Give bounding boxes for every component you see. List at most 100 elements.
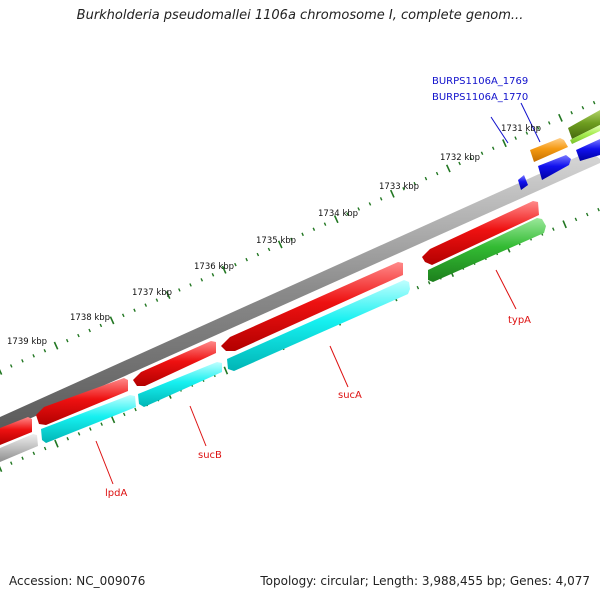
scale-outer-minor-tick [189,283,192,287]
callout-sucB [189,405,207,447]
callout-sucA [329,345,349,388]
scale-inner-minor-tick [43,446,47,451]
scale-label-1737: 1737 kbp [132,288,172,298]
scale-inner-minor-tick [574,217,578,222]
gene-burps1106a-1770-arrow [538,155,571,180]
scale-outer-major-tick [389,189,395,198]
gene-label-sucA: sucA [338,390,362,401]
scale-inner-minor-tick [134,407,137,412]
chromosome-backbone [0,151,600,432]
scale-outer-minor-tick [211,273,215,277]
scale-inner-major-tick [54,439,59,448]
scale-inner-minor-tick [416,285,420,290]
scale-ticks-outer [0,100,596,375]
scale-inner-minor-tick [32,451,36,456]
scale-inner-minor-tick [552,227,555,231]
scale-outer-minor-tick [21,359,24,363]
gene-typA-partner-arrow [428,218,546,282]
scale-inner-minor-tick [427,281,431,285]
scale-outer-minor-tick [413,181,417,186]
scale-outer-minor-tick [570,111,573,115]
scale-outer-minor-tick [267,247,271,252]
scale-outer-major-tick [445,164,451,173]
scale-inner-major-tick [110,415,116,424]
scale-label-1734: 1734 kbp [318,209,358,219]
scale-label-1732: 1732 kbp [440,153,480,163]
scale-outer-minor-tick [155,298,159,302]
scale-outer-minor-tick [234,262,237,267]
scale-outer-minor-tick [514,136,517,140]
scale-outer-minor-tick [402,187,405,191]
scale-outer-minor-tick [245,257,248,262]
topology-summary: Topology: circular; Length: 3,988,455 bp… [260,574,590,588]
callout-burps1106a-1770 [490,116,509,144]
gene-sucB-partner-arrow [138,362,222,407]
scale-outer-major-tick [277,240,283,249]
scale-label-1738: 1738 kbp [70,313,110,323]
scale-outer-major-tick [0,369,3,375]
scale-outer-major-tick [53,341,59,350]
scale-outer-minor-tick [77,333,80,338]
scale-outer-minor-tick [323,222,327,226]
gene-red-left-arrow [0,417,32,445]
scale-outer-minor-tick [256,252,260,257]
gene-label-burps1106a-1769: BURPS1106A_1769 [432,76,528,87]
gene-sucB-arrow [133,341,216,386]
callout-typA [495,269,517,310]
gene-label-lpdA: lpdA [105,488,127,499]
gene-burps1106a-1769-arrow [530,138,568,162]
callout-lpdA [95,440,114,485]
gene-label-burps1106a-1770: BURPS1106A_1770 [432,92,528,103]
gene-grey-left-arrow [0,434,38,462]
accession-label: Accession: NC_009076 [9,574,146,588]
scale-inner-major-tick [223,366,229,375]
gene-label-sucB: sucB [198,450,222,461]
gene-sucA-arrow [221,262,403,351]
scale-label-1735: 1735 kbp [256,236,296,246]
scale-outer-minor-tick [32,354,35,358]
scale-outer-minor-tick [133,308,136,312]
scale-inner-minor-tick [585,212,589,217]
scale-inner-minor-tick [66,437,70,441]
scale-label-1731: 1731 kbp [501,124,541,134]
scale-outer-minor-tick [424,176,428,181]
scale-outer-minor-tick [178,288,181,292]
scale-outer-minor-tick [301,232,304,237]
scale-outer-minor-tick [121,313,125,318]
callout-burps1106a-1769 [520,102,541,143]
scale-outer-minor-tick [144,303,148,307]
scale-outer-minor-tick [99,323,103,328]
scale-outer-minor-tick [368,202,372,206]
scale-outer-major-tick [333,215,339,224]
gene-typA-arrow [422,201,539,265]
gene-blue-edge-arrow [576,139,600,161]
scale-outer-major-tick [502,139,507,148]
scale-outer-minor-tick [312,227,316,231]
scale-inner-minor-tick [89,427,92,431]
scale-outer-minor-tick [88,328,91,333]
scale-inner-minor-tick [597,207,600,212]
scale-outer-major-tick [109,316,115,325]
scale-outer-minor-tick [525,131,529,135]
scale-outer-minor-tick [290,237,293,242]
scale-inner-minor-tick [77,432,81,436]
scale-outer-minor-tick [43,349,47,353]
scale-inner-minor-tick [10,461,13,465]
scale-outer-minor-tick [9,364,13,368]
scale-label-1739: 1739 kbp [7,337,47,347]
scale-outer-minor-tick [491,146,495,150]
scale-outer-minor-tick [200,278,204,282]
gene-lightgreen-edge-arrow [570,125,600,144]
gene-lpdA-partner-arrow [41,395,136,443]
scale-outer-minor-tick [581,105,585,110]
scale-inner-major-tick [0,465,3,473]
scale-inner-minor-tick [21,456,24,460]
scale-outer-minor-tick [480,151,484,155]
scale-inner-minor-tick [122,412,126,417]
scale-outer-minor-tick [357,207,361,211]
scale-label-1736: 1736 kbp [194,262,234,272]
scale-outer-minor-tick [469,156,473,161]
scale-outer-minor-tick [536,126,540,130]
scale-outer-minor-tick [458,161,461,166]
scale-outer-minor-tick [592,100,596,105]
